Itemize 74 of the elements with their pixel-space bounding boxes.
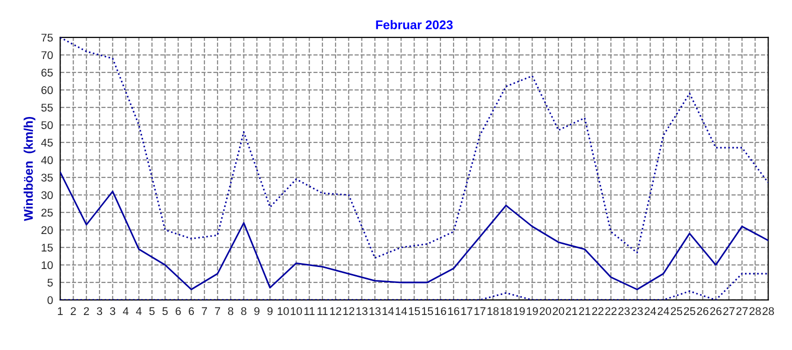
x-tick-label: 7 bbox=[215, 307, 220, 315]
x-tick-label: 8 bbox=[241, 307, 246, 316]
x-tick-label: 10 bbox=[290, 307, 302, 316]
y-tick-label: 10 bbox=[42, 261, 53, 270]
x-tick-label: 3 bbox=[96, 307, 102, 316]
x-tick-label: 13 bbox=[356, 307, 368, 316]
y-tick-label: 15 bbox=[42, 244, 53, 252]
x-tick-label: 11 bbox=[318, 307, 328, 315]
x-tick-label: 15 bbox=[422, 307, 434, 316]
y-tick-label: 45 bbox=[41, 138, 53, 147]
x-tick-label: 19 bbox=[514, 307, 525, 316]
y-tick-label: 65 bbox=[41, 68, 53, 77]
y-tick-label: 40 bbox=[41, 156, 53, 164]
x-tick-label: 26 bbox=[710, 307, 722, 316]
x-tick-label: 26 bbox=[697, 307, 708, 316]
x-tick-label: 6 bbox=[176, 307, 181, 316]
y-tick-label: 0 bbox=[48, 296, 53, 304]
x-tick-label: 28 bbox=[750, 307, 761, 316]
x-tick-label: 24 bbox=[644, 307, 656, 315]
x-tick-label: 6 bbox=[188, 307, 194, 316]
line-series bbox=[60, 171, 768, 290]
y-tick-label: 20 bbox=[41, 226, 53, 234]
x-tick-label: 25 bbox=[670, 307, 682, 316]
x-tick-label: 24 bbox=[658, 307, 670, 315]
x-tick-label: 25 bbox=[684, 307, 696, 316]
x-tick-label: 23 bbox=[618, 307, 630, 316]
x-tick-label: 5 bbox=[162, 307, 168, 316]
x-tick-label: 20 bbox=[552, 307, 564, 316]
x-tick-label: 27 bbox=[723, 307, 735, 315]
x-tick-label: 18 bbox=[500, 307, 512, 316]
x-tick-label: 27 bbox=[736, 307, 748, 315]
x-tick-label: 12 bbox=[343, 307, 354, 315]
x-tick-label: 3 bbox=[110, 307, 116, 316]
x-tick-label: 21 bbox=[566, 307, 578, 315]
x-tick-label: 4 bbox=[136, 307, 142, 315]
x-tick-label: 18 bbox=[488, 307, 499, 316]
x-tick-label: 1 bbox=[58, 307, 63, 315]
y-tick-label: 60 bbox=[41, 86, 53, 94]
x-tick-label: 16 bbox=[448, 307, 460, 316]
x-tick-label: 14 bbox=[396, 307, 407, 315]
x-tick-label: 20 bbox=[540, 307, 552, 316]
x-tick-label: 9 bbox=[254, 307, 260, 316]
x-tick-label: 12 bbox=[330, 307, 342, 315]
x-tick-label: 5 bbox=[149, 307, 155, 316]
x-tick-label: 17 bbox=[461, 307, 472, 315]
x-tick-label: 19 bbox=[526, 307, 538, 316]
chart-title: Februar 2023 bbox=[376, 20, 453, 30]
x-tick-label: 8 bbox=[228, 307, 234, 316]
x-tick-label: 9 bbox=[267, 307, 273, 316]
x-tick-label: 10 bbox=[278, 307, 289, 316]
y-axis-title: Windböen (km/h) bbox=[24, 116, 36, 222]
x-tick-label: 28 bbox=[762, 307, 774, 316]
y-tick-label: 30 bbox=[41, 191, 53, 200]
x-tick-label: 23 bbox=[632, 307, 643, 316]
x-tick-label: 11 bbox=[304, 307, 315, 315]
y-tick-label: 75 bbox=[41, 34, 53, 42]
x-tick-label: 21 bbox=[579, 307, 590, 315]
x-tick-label: 17 bbox=[474, 307, 486, 315]
x-tick-label: 22 bbox=[605, 307, 617, 315]
x-tick-label: 14 bbox=[382, 307, 394, 315]
y-tick-label: 35 bbox=[41, 174, 53, 182]
y-tick-label: 5 bbox=[48, 278, 53, 287]
y-tick-label: 25 bbox=[41, 208, 53, 217]
y-tick-label: 55 bbox=[41, 104, 53, 112]
x-tick-label: 22 bbox=[592, 307, 604, 315]
y-tick-label: 70 bbox=[41, 51, 53, 60]
x-tick-label: 2 bbox=[84, 307, 89, 315]
y-tick-label: 50 bbox=[41, 121, 53, 130]
x-tick-label: 16 bbox=[435, 307, 446, 316]
x-tick-label: 13 bbox=[370, 307, 381, 316]
x-tick-label: 7 bbox=[202, 307, 207, 315]
x-tick-label: 15 bbox=[408, 307, 420, 316]
x-tick-label: 4 bbox=[122, 307, 129, 315]
x-tick-label: 2 bbox=[70, 307, 76, 315]
